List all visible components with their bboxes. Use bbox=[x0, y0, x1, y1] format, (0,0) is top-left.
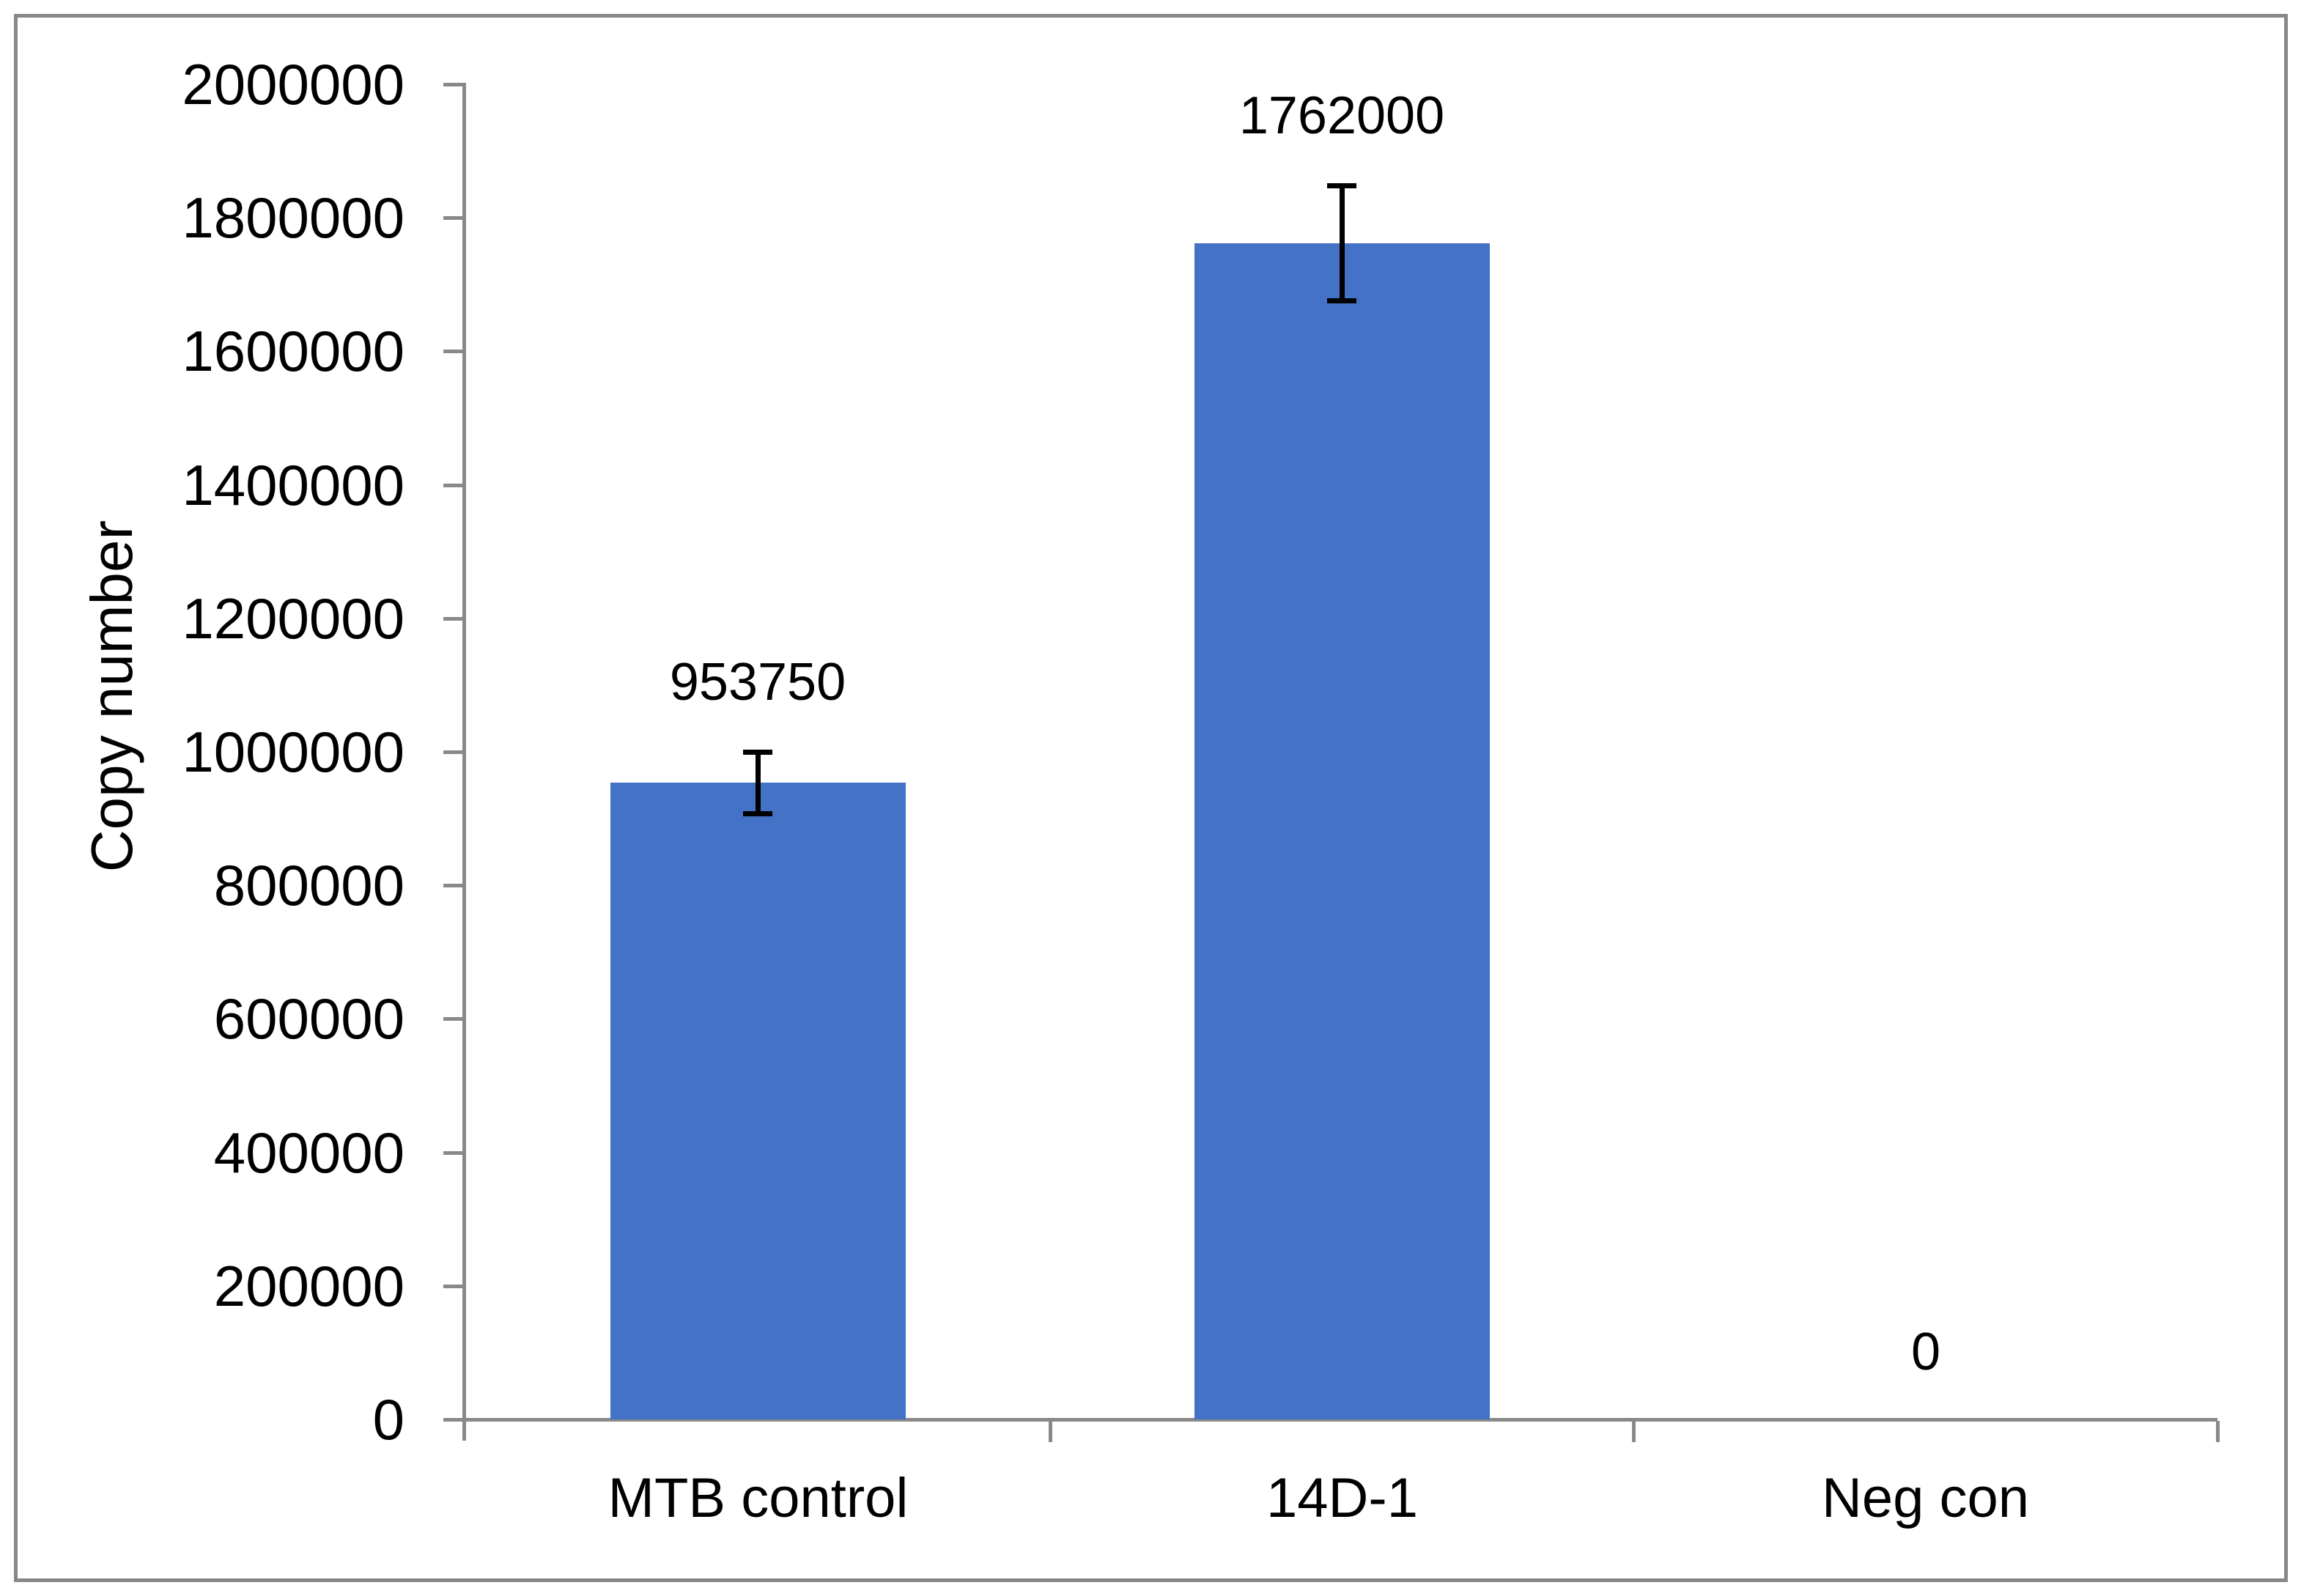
y-tick-mark bbox=[443, 1017, 462, 1021]
error-bar-cap-top bbox=[1327, 183, 1356, 188]
y-tick-mark bbox=[443, 1151, 462, 1155]
bar bbox=[1194, 243, 1490, 1419]
error-bar-cap-bottom bbox=[743, 811, 772, 816]
y-tick-mark bbox=[443, 350, 462, 353]
x-category-label: Neg con bbox=[1821, 1467, 2030, 1529]
bar-data-label: 1762000 bbox=[1238, 86, 1445, 145]
x-tick-mark bbox=[1632, 1421, 1636, 1442]
bar-data-label: 0 bbox=[1910, 1323, 1941, 1381]
y-tick-label: 1000000 bbox=[182, 720, 405, 784]
y-tick-mark bbox=[443, 216, 462, 220]
y-tick-label: 1400000 bbox=[182, 453, 405, 517]
x-tick-mark bbox=[2216, 1421, 2220, 1442]
y-tick-mark bbox=[443, 750, 462, 754]
x-category-label: 14D-1 bbox=[1266, 1467, 1418, 1529]
y-tick-mark bbox=[443, 1418, 462, 1422]
chart-outer-border bbox=[14, 14, 2288, 1582]
x-category-label: MTB control bbox=[607, 1467, 909, 1529]
y-tick-label: 600000 bbox=[213, 986, 405, 1051]
y-tick-label: 200000 bbox=[213, 1254, 405, 1318]
y-tick-mark bbox=[443, 884, 462, 887]
error-bar-stem bbox=[756, 750, 761, 816]
y-tick-mark bbox=[443, 617, 462, 621]
y-axis-line bbox=[462, 83, 466, 1441]
y-tick-label: 800000 bbox=[213, 853, 405, 917]
error-bar-cap-top bbox=[743, 750, 772, 755]
x-axis-line bbox=[443, 1418, 2217, 1422]
error-bar-cap-bottom bbox=[1327, 298, 1356, 303]
y-tick-mark bbox=[443, 1285, 462, 1288]
x-tick-mark bbox=[1049, 1421, 1052, 1442]
y-tick-label: 400000 bbox=[213, 1120, 405, 1185]
y-tick-label: 1600000 bbox=[182, 319, 405, 383]
y-tick-mark bbox=[443, 484, 462, 487]
y-tick-label: 0 bbox=[372, 1387, 405, 1452]
bar bbox=[610, 783, 906, 1419]
y-tick-label: 1800000 bbox=[182, 185, 405, 250]
bar-data-label: 953750 bbox=[669, 653, 846, 712]
y-tick-label: 1200000 bbox=[182, 586, 405, 651]
y-tick-mark bbox=[443, 83, 462, 86]
y-tick-label: 2000000 bbox=[182, 52, 405, 117]
error-bar-stem bbox=[1340, 183, 1345, 303]
